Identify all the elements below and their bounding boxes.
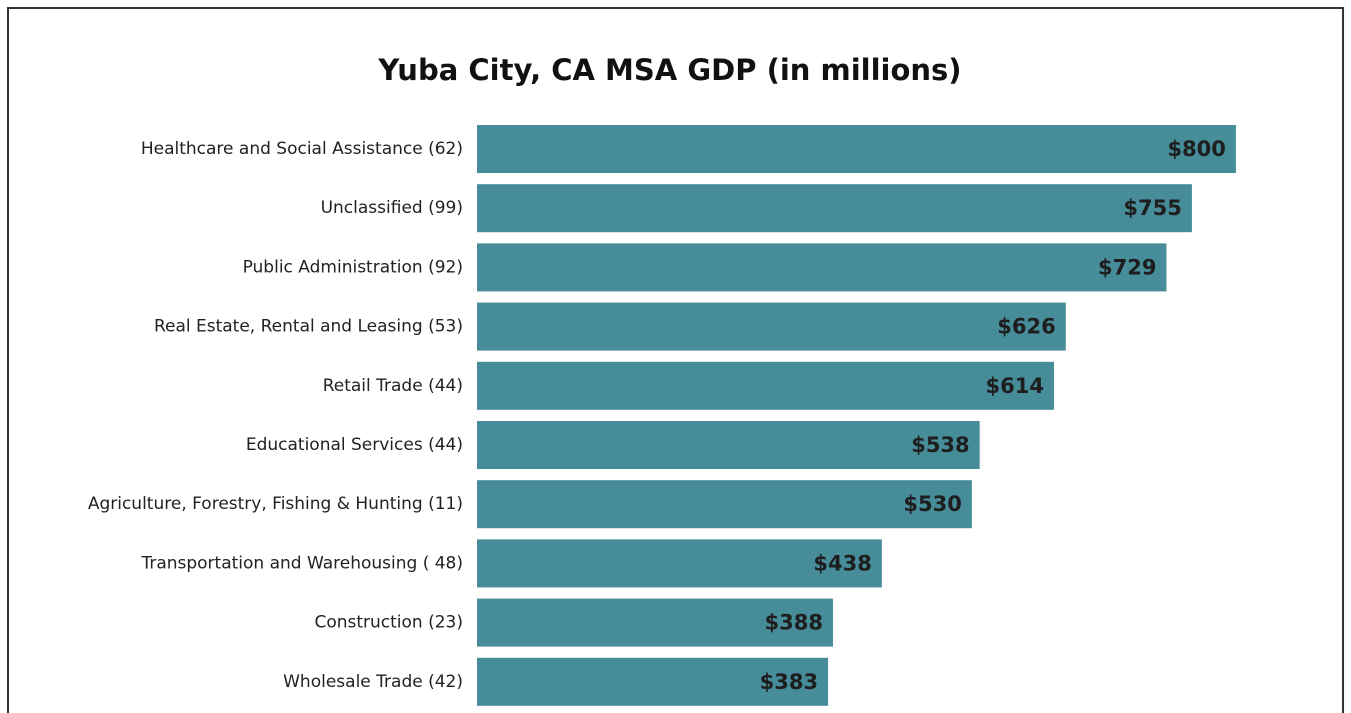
bar	[477, 480, 972, 529]
bar	[477, 657, 829, 706]
bar	[477, 125, 1236, 173]
value-label: $614	[986, 374, 1044, 398]
value-label: $626	[997, 315, 1055, 339]
bar	[477, 361, 1054, 410]
value-label: $383	[760, 670, 818, 694]
bar	[477, 421, 980, 469]
value-label: $438	[813, 551, 871, 575]
category-label: Real Estate, Rental and Leasing (53)	[154, 317, 463, 337]
bar	[477, 539, 882, 588]
category-label: Public Administration (92)	[243, 257, 463, 277]
bar	[477, 243, 1167, 292]
bar	[477, 184, 1192, 233]
category-label: Healthcare and Social Assistance (62)	[141, 139, 463, 159]
category-label: Unclassified (99)	[321, 198, 463, 218]
value-label: $530	[903, 492, 961, 516]
frame	[7, 7, 1344, 713]
category-label: Agriculture, Forestry, Fishing & Hunting…	[88, 494, 463, 514]
value-label: $538	[911, 433, 969, 457]
value-label: $729	[1098, 255, 1156, 279]
category-label: Construction (23)	[314, 613, 463, 633]
category-label: Educational Services (44)	[246, 435, 463, 455]
category-label: Retail Trade (44)	[323, 376, 463, 396]
bar	[477, 598, 833, 647]
value-label: $800	[1167, 137, 1225, 161]
category-label: Wholesale Trade (42)	[283, 672, 463, 692]
bar	[477, 302, 1066, 351]
value-label: $388	[765, 611, 823, 635]
value-label: $755	[1123, 196, 1181, 220]
chart-title: Yuba City, CA MSA GDP (in millions)	[377, 53, 961, 87]
category-label: Transportation and Warehousing ( 48)	[140, 553, 463, 573]
